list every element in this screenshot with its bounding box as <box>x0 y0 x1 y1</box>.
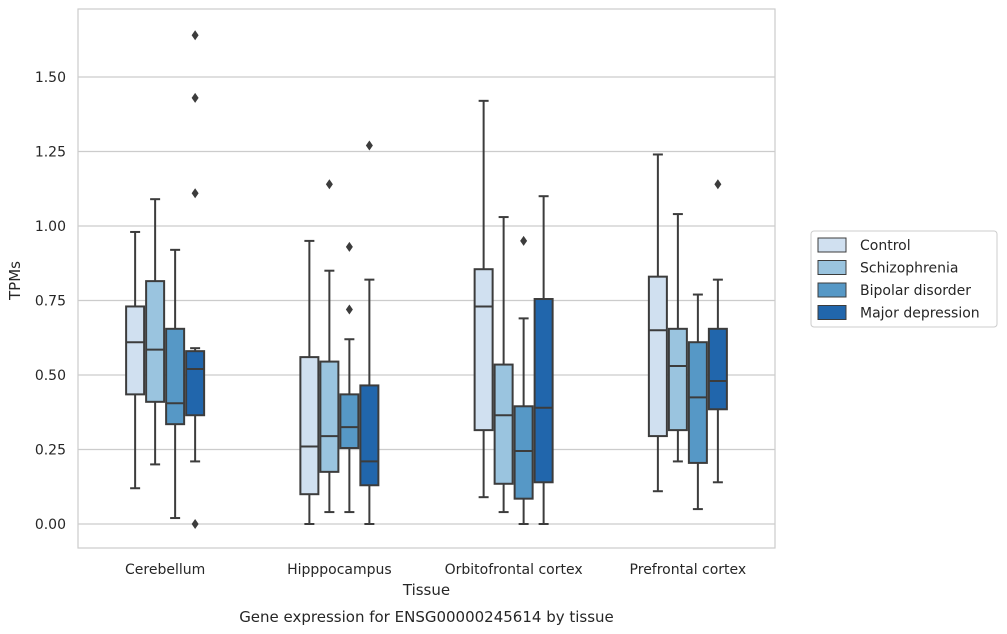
box <box>299 356 320 496</box>
box <box>667 327 688 432</box>
x-axis-ticks: Cerebellum Hipppocampus Orbitofrontal cort… <box>125 562 746 578</box>
outlier-point <box>365 140 373 151</box>
legend-swatch <box>817 305 847 320</box>
box-group <box>647 153 728 511</box>
y-axis-ticks: 0.00 0.25 0.50 0.75 1.00 1.25 1.50 <box>35 70 66 533</box>
legend-swatch <box>817 237 847 253</box>
box <box>185 350 206 417</box>
box <box>339 393 360 450</box>
box <box>319 360 340 473</box>
legend-frame <box>810 230 998 328</box>
outlier-point <box>345 241 353 252</box>
y-tick-label: 0.50 <box>35 368 66 384</box>
box <box>145 280 166 403</box>
x-axis-label: Tissue <box>402 581 450 599</box>
box <box>513 405 534 500</box>
outlier-point <box>191 30 199 41</box>
x-tick-label: Hipppocampus <box>287 562 392 578</box>
y-tick-label: 1.50 <box>35 70 66 86</box>
y-tick-label: 0.00 <box>35 517 66 533</box>
legend: Control Schizophrenia Bipolar disorder Majo… <box>810 230 998 328</box>
x-tick-label: Cerebellum <box>125 562 205 578</box>
legend-label: Control <box>860 238 911 254</box>
legend-swatch <box>817 282 847 298</box>
box <box>533 298 554 484</box>
box <box>687 341 708 464</box>
box-group <box>473 99 554 525</box>
y-tick-label: 1.00 <box>35 219 66 235</box>
box-groups <box>125 30 728 529</box>
box <box>125 305 146 396</box>
y-axis-label: TPMs <box>6 261 24 301</box>
outlier-point <box>191 519 199 529</box>
y-tick-label: 0.75 <box>35 294 66 310</box>
box <box>473 268 494 432</box>
box <box>647 275 668 438</box>
legend-swatch <box>817 260 847 275</box>
outlier-point <box>520 235 528 246</box>
legend-label: Major depression <box>860 306 980 322</box>
x-tick-label: Orbitofrontal cortex <box>445 562 583 578</box>
y-tick-label: 1.25 <box>35 145 66 161</box>
box <box>359 384 380 487</box>
outlier-point <box>325 179 333 190</box>
legend-label: Bipolar disorder <box>860 283 971 299</box>
box <box>707 327 728 411</box>
outlier-point <box>714 179 722 190</box>
outlier-point <box>191 188 199 199</box>
outlier-point <box>345 304 353 315</box>
x-tick-label: Prefrontal cortex <box>630 562 747 578</box>
box <box>493 363 514 485</box>
box-group <box>125 30 206 529</box>
grid-lines <box>78 76 775 525</box>
legend-label: Schizophrenia <box>860 261 958 277</box>
y-tick-label: 0.25 <box>35 443 66 459</box>
box <box>165 327 186 426</box>
box-group <box>299 140 380 525</box>
outlier-point <box>191 92 199 103</box>
plot-frame <box>77 8 776 549</box>
chart-title: Gene expression for ENSG00000245614 by t… <box>239 608 614 626</box>
